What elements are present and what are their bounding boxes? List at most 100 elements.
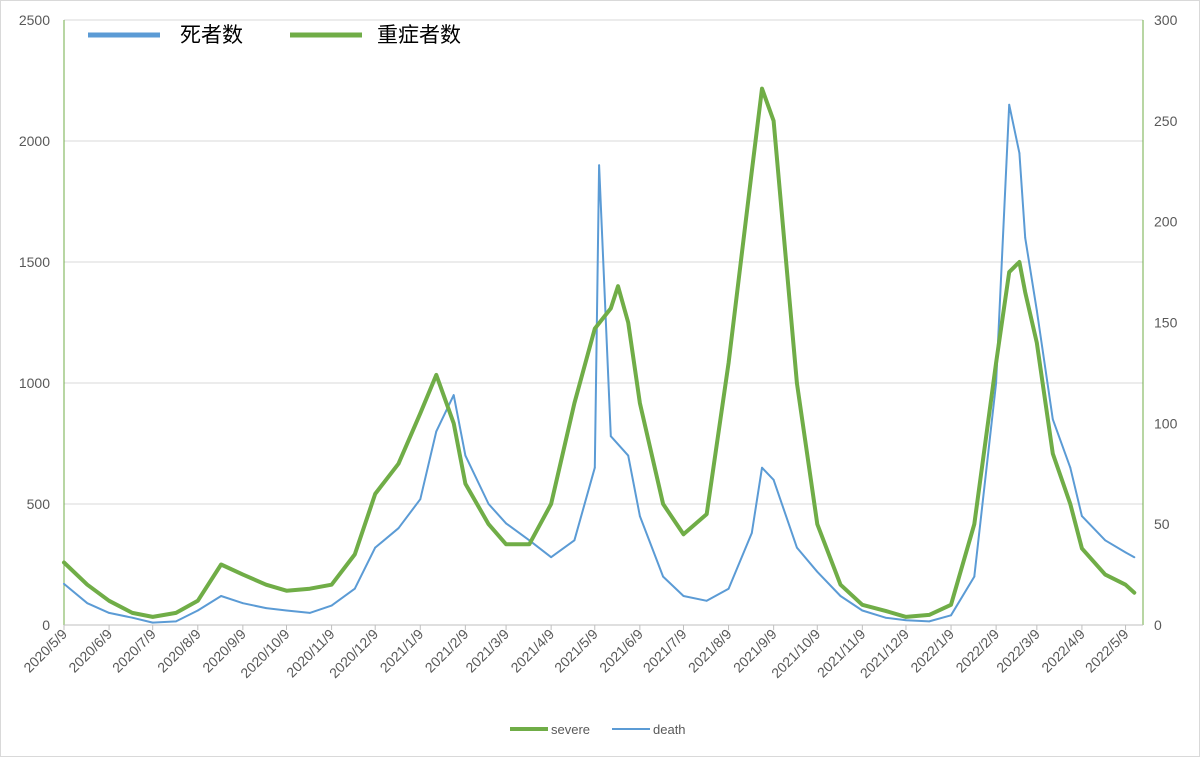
x-tick-13: 2021/6/9 (596, 626, 646, 676)
point-severe-30 (662, 503, 665, 505)
point-death-30 (662, 575, 665, 578)
x-tick-23: 2022/4/9 (1038, 626, 1088, 676)
point-severe-10 (285, 589, 288, 592)
point-severe-32 (705, 513, 708, 515)
x-tick-22: 2022/3/9 (993, 626, 1043, 676)
point-severe-1 (86, 583, 89, 586)
point-severe-50 (1035, 341, 1038, 344)
point-severe-3 (131, 612, 134, 614)
point-severe-36 (772, 119, 775, 122)
point-death-1 (86, 602, 89, 605)
point-death-0 (63, 582, 65, 585)
point-severe-11 (308, 587, 311, 590)
point-death-55 (1124, 551, 1127, 554)
series-lines (62, 86, 1137, 624)
point-severe-31 (682, 533, 685, 536)
x-tick-15: 2021/8/9 (685, 626, 735, 676)
point-death-40 (861, 609, 864, 612)
point-death-51 (1051, 418, 1054, 421)
y-right-tick-2: 100 (1154, 415, 1178, 431)
point-severe-7 (220, 563, 222, 566)
axes (63, 20, 1144, 626)
point-death-3 (131, 616, 134, 619)
point-severe-28 (627, 321, 630, 324)
point-severe-42 (905, 616, 907, 618)
point-severe-33 (727, 361, 730, 364)
point-death-13 (353, 587, 356, 590)
point-death-16 (419, 498, 422, 501)
point-death-32 (705, 599, 708, 602)
x-tick-1: 2020/6/9 (65, 626, 115, 676)
point-death-45 (973, 575, 976, 578)
point-severe-55 (1124, 583, 1127, 586)
point-death-6 (196, 609, 199, 612)
point-death-50 (1035, 309, 1038, 312)
point-severe-51 (1051, 452, 1054, 455)
point-severe-12 (330, 583, 333, 586)
point-severe-23 (550, 503, 553, 505)
point-severe-37 (796, 382, 798, 384)
point-severe-40 (861, 603, 864, 606)
y-right-tick-0: 0 (1154, 617, 1162, 633)
y-left-tick-2: 1000 (19, 375, 50, 391)
point-death-46 (995, 382, 998, 384)
x-axis-labels: 2020/5/92020/6/92020/7/92020/8/92020/9/9… (20, 625, 1132, 681)
point-death-56 (1133, 556, 1136, 559)
point-death-5 (175, 620, 177, 623)
y-axis-right-labels: 0 50 100 150 200 250 300 (1154, 12, 1178, 633)
point-death-23 (550, 556, 553, 559)
point-death-26 (598, 164, 601, 167)
legend-top-label-1: 重症者数 (377, 23, 461, 47)
point-severe-54 (1104, 573, 1107, 576)
point-severe-25 (593, 327, 596, 330)
point-death-44 (950, 614, 952, 617)
point-death-49 (1024, 236, 1027, 239)
point-death-24 (573, 539, 576, 542)
point-severe-39 (839, 583, 842, 586)
point-severe-45 (973, 523, 976, 526)
y-left-tick-1: 500 (27, 496, 51, 512)
series-line-death (63, 103, 1136, 624)
point-death-36 (772, 478, 775, 481)
point-severe-16 (419, 412, 422, 415)
point-death-53 (1081, 515, 1083, 517)
point-severe-48 (1018, 261, 1021, 263)
point-death-14 (374, 546, 377, 549)
point-death-41 (884, 616, 887, 619)
y-left-tick-5: 2500 (19, 12, 50, 28)
point-severe-2 (108, 599, 110, 602)
point-severe-19 (464, 482, 467, 485)
point-death-33 (727, 587, 730, 590)
point-death-27 (609, 435, 612, 438)
point-severe-49 (1024, 291, 1027, 294)
x-tick-14: 2021/7/9 (640, 626, 690, 676)
point-death-17 (435, 430, 438, 433)
point-severe-17 (435, 374, 438, 376)
point-death-12 (330, 604, 333, 607)
point-severe-35 (761, 87, 763, 90)
point-death-54 (1104, 539, 1107, 542)
point-severe-13 (353, 553, 356, 556)
point-severe-29 (638, 402, 641, 405)
point-death-10 (285, 609, 288, 612)
y-left-tick-4: 2000 (19, 133, 50, 149)
point-severe-26 (609, 307, 612, 310)
y-right-tick-5: 250 (1154, 113, 1178, 129)
point-death-2 (108, 612, 110, 614)
point-death-7 (220, 595, 222, 597)
point-death-21 (505, 522, 507, 525)
point-death-48 (1018, 152, 1021, 155)
point-severe-38 (816, 523, 819, 526)
legend-top-label-0: 死者数 (180, 23, 243, 47)
point-death-34 (750, 532, 753, 534)
point-severe-56 (1133, 591, 1136, 594)
point-death-37 (796, 546, 798, 549)
legend-top: 死者数 重症者数 (88, 23, 461, 47)
y-right-tick-1: 50 (1154, 516, 1170, 532)
point-death-38 (816, 570, 819, 573)
point-severe-15 (397, 462, 400, 465)
y-right-tick-4: 200 (1154, 214, 1178, 230)
x-tick-3: 2020/8/9 (154, 626, 204, 676)
point-death-28 (627, 454, 630, 457)
